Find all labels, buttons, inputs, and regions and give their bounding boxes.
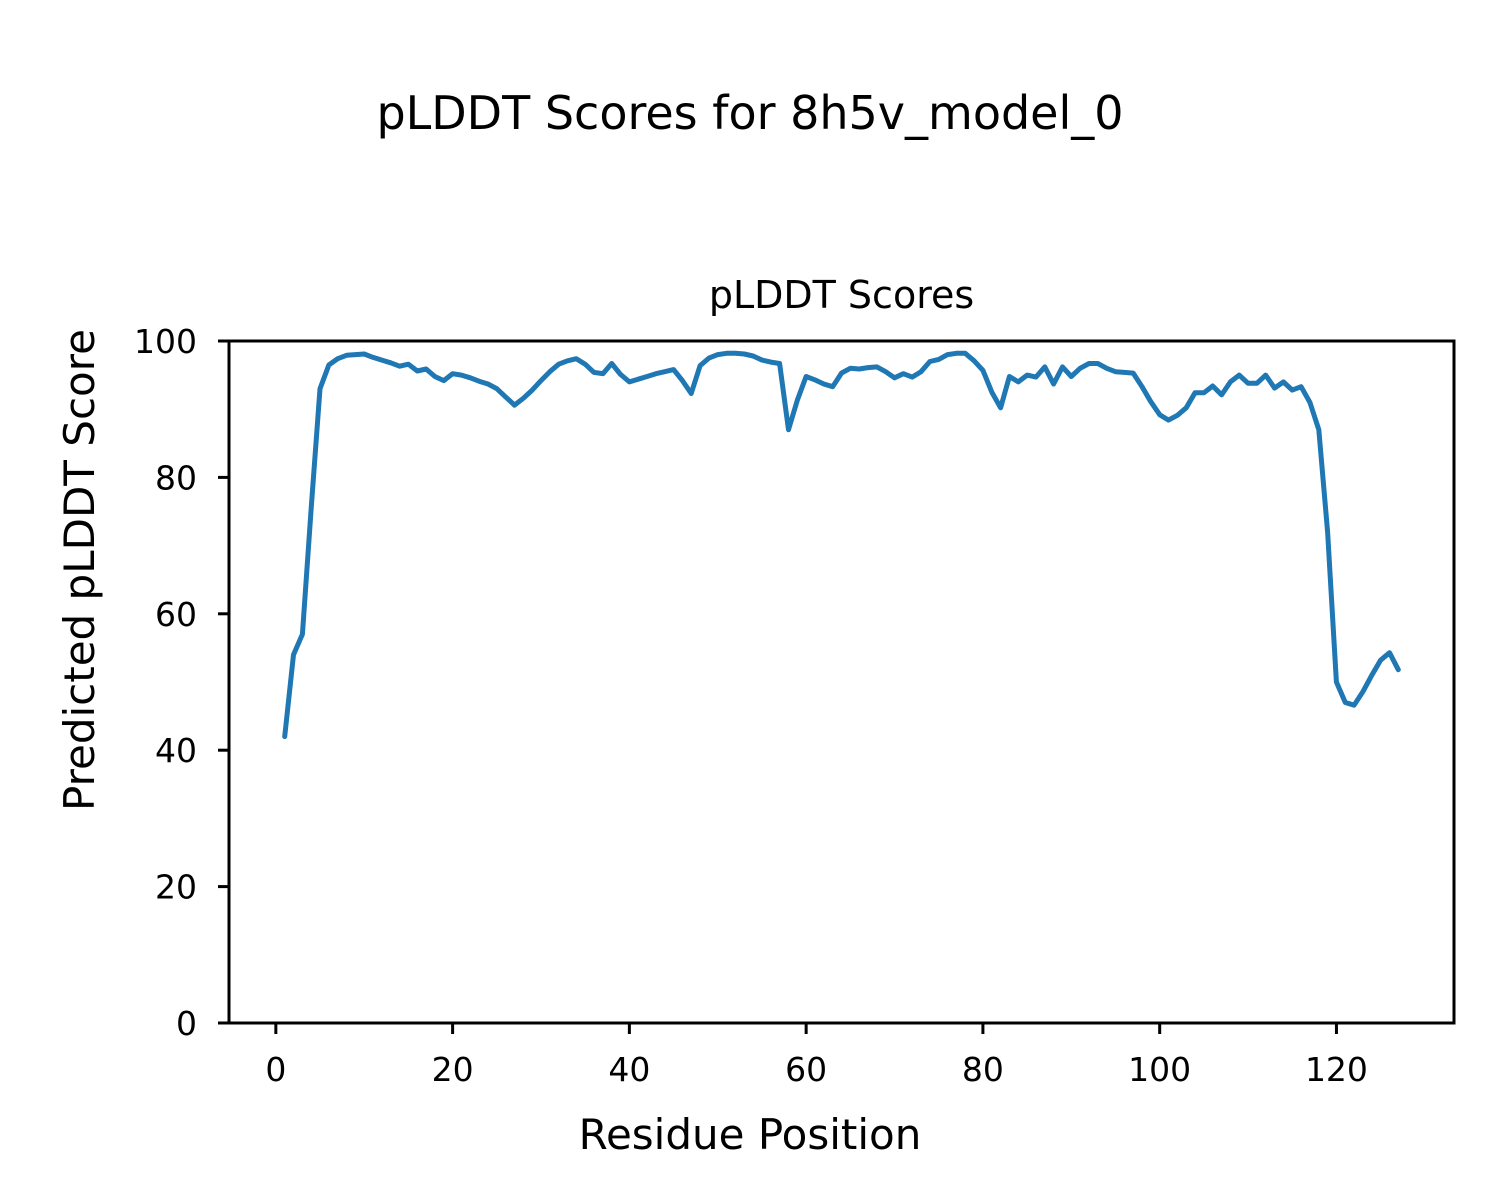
x-tick-label: 40 (608, 1050, 650, 1089)
x-tick-label: 120 (1305, 1050, 1368, 1089)
x-tick-label: 20 (432, 1050, 474, 1089)
y-tick-label: 0 (176, 1004, 197, 1043)
plot-frame (227, 339, 1456, 1025)
x-tick-label: 100 (1128, 1050, 1191, 1089)
y-axis-label: Predicted pLDDT Score (55, 329, 104, 811)
y-tick-label: 80 (155, 458, 197, 497)
axes-title: pLDDT Scores (708, 273, 975, 317)
figure-title: pLDDT Scores for 8h5v_model_0 (376, 86, 1124, 140)
y-tick-label: 20 (155, 868, 197, 907)
y-tick-label: 40 (155, 731, 197, 770)
x-axis-label: Residue Position (578, 1110, 922, 1159)
y-tick-label: 60 (155, 595, 197, 634)
x-tick-label: 80 (962, 1050, 1004, 1089)
x-tick-label: 60 (785, 1050, 827, 1089)
x-tick-label: 0 (265, 1050, 286, 1089)
plddt-line (282, 350, 1401, 740)
y-tick-label: 100 (134, 322, 197, 361)
